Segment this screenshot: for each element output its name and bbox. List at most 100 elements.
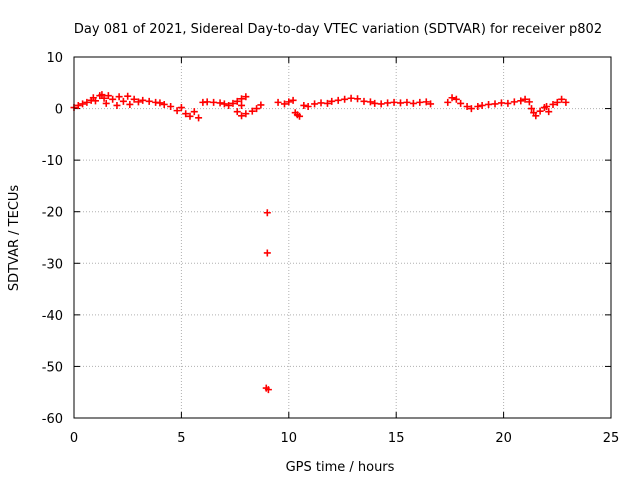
x-tick-label: 20 — [495, 431, 512, 446]
data-point — [257, 101, 265, 109]
y-tick-label: -40 — [42, 309, 63, 324]
data-point — [427, 100, 435, 108]
data-point — [341, 95, 349, 103]
data-point — [396, 99, 404, 107]
data-point — [478, 101, 486, 109]
data-point — [403, 98, 411, 106]
data-point — [360, 97, 368, 105]
y-tick-label: -60 — [42, 412, 63, 427]
data-point — [134, 98, 142, 106]
data-point — [549, 100, 557, 108]
x-tick-label: 0 — [70, 431, 78, 446]
data-point — [532, 112, 540, 120]
data-point — [525, 98, 533, 106]
data-point — [203, 98, 211, 106]
data-point — [474, 103, 482, 111]
data-point — [242, 93, 250, 101]
y-tick-label: 0 — [55, 103, 63, 118]
data-point — [562, 98, 570, 106]
data-point — [274, 98, 282, 106]
data-point — [220, 100, 228, 108]
data-point — [457, 99, 465, 107]
data-point — [145, 97, 153, 105]
data-point — [285, 98, 293, 106]
data-point — [463, 103, 471, 111]
data-point — [558, 95, 566, 103]
data-point — [366, 98, 374, 106]
data-point — [409, 99, 417, 107]
data-point — [510, 98, 518, 106]
data-point — [517, 97, 525, 105]
y-tick-label: 10 — [46, 51, 63, 66]
data-points — [70, 91, 570, 394]
data-point — [186, 112, 194, 120]
data-point — [328, 97, 336, 105]
x-tick-label: 15 — [388, 431, 405, 446]
data-point — [300, 101, 308, 109]
data-point — [545, 108, 553, 116]
data-point — [504, 99, 512, 107]
y-tick-label: -30 — [42, 257, 63, 272]
x-tick-label: 5 — [177, 431, 185, 446]
data-point — [79, 100, 87, 108]
data-point — [521, 95, 529, 103]
data-point — [229, 99, 237, 107]
data-point — [238, 95, 246, 103]
data-point — [126, 100, 134, 108]
x-tick-label: 25 — [603, 431, 620, 446]
data-point — [444, 98, 452, 106]
data-point — [225, 101, 233, 109]
data-point — [491, 100, 499, 108]
data-point — [354, 95, 362, 103]
data-point — [242, 110, 250, 118]
data-point — [384, 99, 392, 107]
data-point — [448, 94, 456, 102]
data-point — [238, 112, 246, 120]
data-point — [248, 107, 256, 115]
data-point — [124, 92, 132, 100]
data-point — [119, 97, 127, 105]
data-point — [113, 101, 121, 109]
data-point — [347, 94, 355, 102]
data-point — [210, 98, 218, 106]
data-point — [253, 105, 261, 113]
data-point — [311, 100, 319, 108]
x-axis-label: GPS time / hours — [286, 460, 395, 475]
data-point — [390, 98, 398, 106]
data-point — [264, 386, 272, 394]
data-point — [91, 97, 99, 105]
data-point — [216, 99, 224, 107]
data-point — [98, 91, 106, 99]
data-point — [289, 96, 297, 104]
data-point — [74, 101, 82, 109]
y-tick-label: -20 — [42, 206, 63, 221]
data-point — [139, 96, 147, 104]
data-point — [190, 108, 198, 116]
data-point — [83, 98, 91, 106]
data-point — [553, 98, 561, 106]
y-tick-label: -10 — [42, 154, 63, 169]
data-point — [334, 96, 342, 104]
data-point — [233, 108, 241, 116]
grid — [74, 57, 611, 418]
data-point — [543, 103, 551, 111]
data-point — [323, 99, 331, 107]
data-point — [296, 112, 304, 120]
data-point — [528, 105, 536, 113]
data-point — [263, 249, 271, 257]
data-point — [109, 95, 117, 103]
data-point — [497, 99, 505, 107]
x-tick-label: 10 — [281, 431, 298, 446]
plot-frame — [73, 56, 612, 419]
data-point — [263, 209, 271, 217]
data-point — [536, 107, 544, 115]
chart-title: Day 081 of 2021, Sidereal Day-to-day VTE… — [74, 22, 602, 37]
data-point — [177, 104, 185, 112]
data-point — [104, 92, 112, 100]
data-point — [195, 114, 203, 122]
data-point — [377, 100, 385, 108]
data-point — [102, 99, 110, 107]
data-point — [467, 105, 475, 113]
data-point — [100, 94, 108, 102]
